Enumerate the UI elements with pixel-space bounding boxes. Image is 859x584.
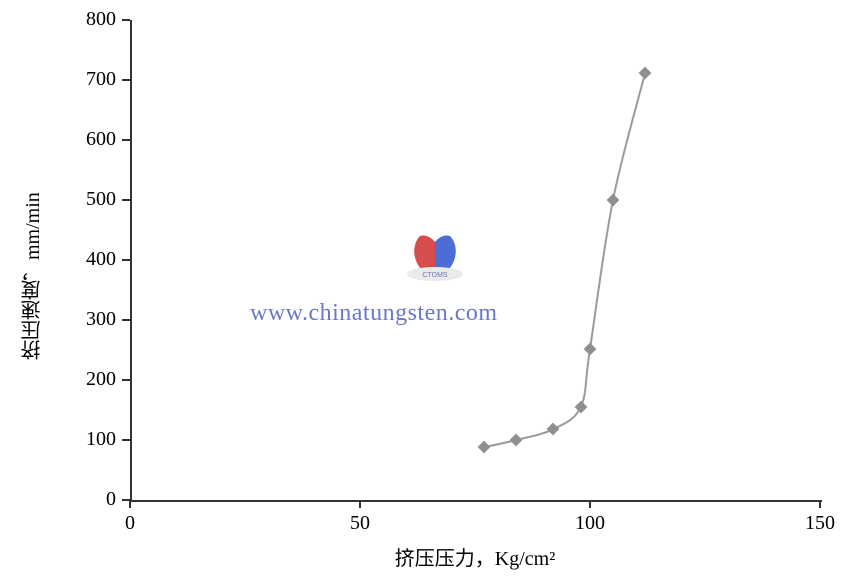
watermark-logo: CTOMS [402,230,468,284]
y-tick [122,439,130,441]
y-tick-label: 200 [62,368,116,391]
chart-root: 挤压速度，mm/min 挤压压力，Kg/cm² CTOMS www.chinat… [0,0,859,584]
y-tick [122,139,130,141]
y-tick [122,79,130,81]
y-tick-label: 400 [62,248,116,271]
series-line [0,0,859,584]
y-tick-label: 700 [62,68,116,91]
y-tick-label: 600 [62,128,116,151]
svg-text:CTOMS: CTOMS [422,272,447,279]
y-tick-label: 100 [62,428,116,451]
y-tick [122,379,130,381]
y-tick-label: 800 [62,8,116,31]
x-tick-label: 0 [100,512,160,535]
x-tick-label: 100 [560,512,620,535]
y-tick [122,319,130,321]
watermark-text: www.chinatungsten.com [250,300,498,327]
x-tick [129,500,131,508]
y-tick-label: 500 [62,188,116,211]
y-tick [122,199,130,201]
x-tick [359,500,361,508]
x-tick [819,500,821,508]
y-tick [122,259,130,261]
y-tick [122,19,130,21]
x-tick-label: 150 [790,512,850,535]
y-tick-label: 300 [62,308,116,331]
x-tick-label: 50 [330,512,390,535]
y-tick-label: 0 [62,488,116,511]
x-tick [589,500,591,508]
